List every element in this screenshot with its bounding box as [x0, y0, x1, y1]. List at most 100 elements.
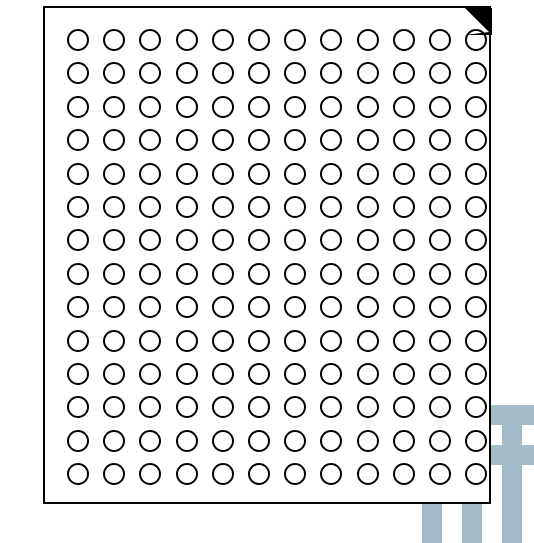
ball — [465, 363, 487, 385]
ball — [248, 29, 270, 51]
ball — [212, 296, 234, 318]
ball — [212, 330, 234, 352]
ball — [176, 330, 198, 352]
ball — [320, 296, 342, 318]
ball — [357, 396, 379, 418]
ball — [465, 330, 487, 352]
ball — [320, 430, 342, 452]
ball — [357, 463, 379, 485]
ball — [284, 296, 306, 318]
ball — [357, 163, 379, 185]
ball — [465, 229, 487, 251]
ball — [393, 263, 415, 285]
ball — [212, 163, 234, 185]
ball — [103, 229, 125, 251]
ball — [67, 263, 89, 285]
ball — [393, 396, 415, 418]
ball — [176, 163, 198, 185]
ball — [67, 296, 89, 318]
ball — [284, 29, 306, 51]
ball — [103, 396, 125, 418]
ball — [393, 96, 415, 118]
ball — [429, 62, 451, 84]
ball — [320, 62, 342, 84]
ball — [429, 330, 451, 352]
ball — [465, 296, 487, 318]
ball — [212, 229, 234, 251]
ball — [357, 29, 379, 51]
ball — [284, 396, 306, 418]
ball — [284, 430, 306, 452]
ball — [465, 163, 487, 185]
ball — [320, 196, 342, 218]
ball — [139, 129, 161, 151]
ball — [357, 430, 379, 452]
ball — [284, 196, 306, 218]
ball — [176, 463, 198, 485]
ball — [103, 129, 125, 151]
ball — [139, 96, 161, 118]
ball — [212, 29, 234, 51]
figure-canvas — [0, 0, 534, 543]
ball — [139, 430, 161, 452]
ball — [357, 263, 379, 285]
ball — [320, 163, 342, 185]
ball — [67, 129, 89, 151]
ball — [139, 229, 161, 251]
ball — [429, 29, 451, 51]
ball — [357, 129, 379, 151]
ball — [284, 62, 306, 84]
ball — [284, 263, 306, 285]
ball — [393, 430, 415, 452]
ball — [393, 29, 415, 51]
ball — [212, 430, 234, 452]
ball — [67, 430, 89, 452]
ball — [176, 396, 198, 418]
ball — [320, 363, 342, 385]
ball — [357, 229, 379, 251]
ball — [67, 463, 89, 485]
ball — [248, 96, 270, 118]
ball — [429, 163, 451, 185]
ball — [393, 163, 415, 185]
ball — [139, 29, 161, 51]
ball — [139, 396, 161, 418]
ball — [176, 363, 198, 385]
ball — [248, 263, 270, 285]
ball — [465, 430, 487, 452]
ball — [103, 62, 125, 84]
ball — [320, 96, 342, 118]
ball — [429, 296, 451, 318]
ball — [248, 229, 270, 251]
ball — [67, 396, 89, 418]
ball — [465, 463, 487, 485]
ball — [284, 330, 306, 352]
ball — [284, 229, 306, 251]
ball — [212, 129, 234, 151]
ball — [357, 363, 379, 385]
ball — [212, 463, 234, 485]
ball — [357, 62, 379, 84]
ball — [465, 129, 487, 151]
ball — [465, 96, 487, 118]
ball — [176, 96, 198, 118]
ball — [248, 296, 270, 318]
ball — [139, 363, 161, 385]
ball — [284, 363, 306, 385]
ball — [67, 29, 89, 51]
ball — [212, 96, 234, 118]
ball — [212, 396, 234, 418]
ball — [212, 196, 234, 218]
ball — [176, 62, 198, 84]
ball — [103, 430, 125, 452]
ball — [139, 330, 161, 352]
ball — [212, 363, 234, 385]
ball — [103, 196, 125, 218]
ball — [176, 129, 198, 151]
ball — [248, 463, 270, 485]
ball — [67, 196, 89, 218]
ball — [284, 163, 306, 185]
ball — [284, 463, 306, 485]
ball — [176, 29, 198, 51]
ball — [429, 196, 451, 218]
